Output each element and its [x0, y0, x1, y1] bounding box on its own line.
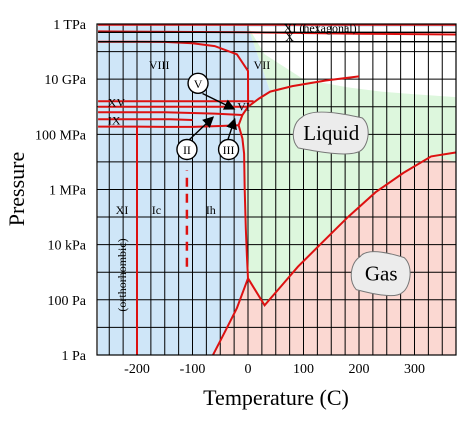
x-tick-label: 0: [245, 362, 252, 377]
phase-boundaries: [98, 24, 456, 355]
arrow-2: [188, 116, 215, 141]
x-tick-label: -200: [124, 362, 150, 377]
phase-marker-circle-ii: [176, 138, 198, 161]
phase-label-ih: Ih: [206, 203, 216, 217]
phase-marker-circle-v: [187, 72, 209, 94]
phase-label-xv: XV: [108, 96, 126, 110]
x-tick-labels: -200 -100 0 100 200 300: [124, 362, 425, 377]
region-liquid: [238, 26, 456, 322]
region-gas: [214, 156, 456, 355]
phase-label-orthorhombic: (orthorhombic): [115, 238, 129, 311]
boundary-curve-1: [212, 277, 249, 355]
phase-label-viii: VIII: [149, 58, 170, 72]
pointer-arrows: [188, 92, 237, 141]
phase-label-xi: XI: [116, 203, 129, 217]
phase-label-ic: Ic: [152, 203, 161, 217]
boundary-curve-3: [237, 124, 249, 279]
phase-label-iii: III: [223, 143, 235, 157]
label-bubble-liquid: [292, 111, 369, 155]
phase-label-liquid: Liquid: [303, 121, 359, 145]
label-bubble-gas: [350, 251, 411, 297]
x-tick-label: 200: [349, 362, 370, 377]
boundary-curve-10: [98, 118, 193, 121]
x-tick-label: 300: [404, 362, 425, 377]
y-tick-label: 1 TPa: [53, 18, 87, 33]
phase-label-gas: Gas: [365, 262, 398, 286]
x-tick-label: -100: [180, 362, 206, 377]
y-tick-labels: 1 Pa 100 Pa 10 kPa 1 MPa 100 MPa 10 GPa 1 TPa: [35, 18, 87, 364]
plot-frame: [96, 23, 457, 356]
y-tick-label: 10 kPa: [48, 239, 87, 254]
phase-label-ii: II: [183, 143, 191, 157]
x-axis-title: Temperature (C): [203, 385, 349, 410]
boundary-curve-2: [247, 151, 456, 307]
x-tick-label: 100: [293, 362, 314, 377]
y-tick-label: 1 MPa: [49, 183, 87, 198]
phase-label-x: X: [285, 30, 294, 44]
y-tick-label: 100 MPa: [35, 128, 87, 143]
phase-label-xi-hexagonal: XI (hexagonal): [284, 21, 357, 35]
phase-label-vi: VI: [237, 100, 250, 114]
arrow-3: [226, 117, 237, 140]
phase-label-vii: VII: [254, 58, 271, 72]
boundary-curve-4: [237, 75, 360, 126]
phase-label-ix: IX: [108, 114, 121, 128]
y-axis-title: Pressure: [4, 152, 29, 227]
arrow-1: [202, 92, 236, 110]
y-tick-label: 100 Pa: [48, 294, 87, 309]
y-tick-label: 1 Pa: [62, 349, 87, 364]
boundary-curve-7: [98, 111, 243, 116]
phase-label-v: V: [194, 77, 203, 91]
boundary-curve-6: [98, 124, 239, 128]
phase-marker-circle-iii: [217, 138, 240, 161]
y-tick-label: 10 GPa: [44, 73, 86, 88]
